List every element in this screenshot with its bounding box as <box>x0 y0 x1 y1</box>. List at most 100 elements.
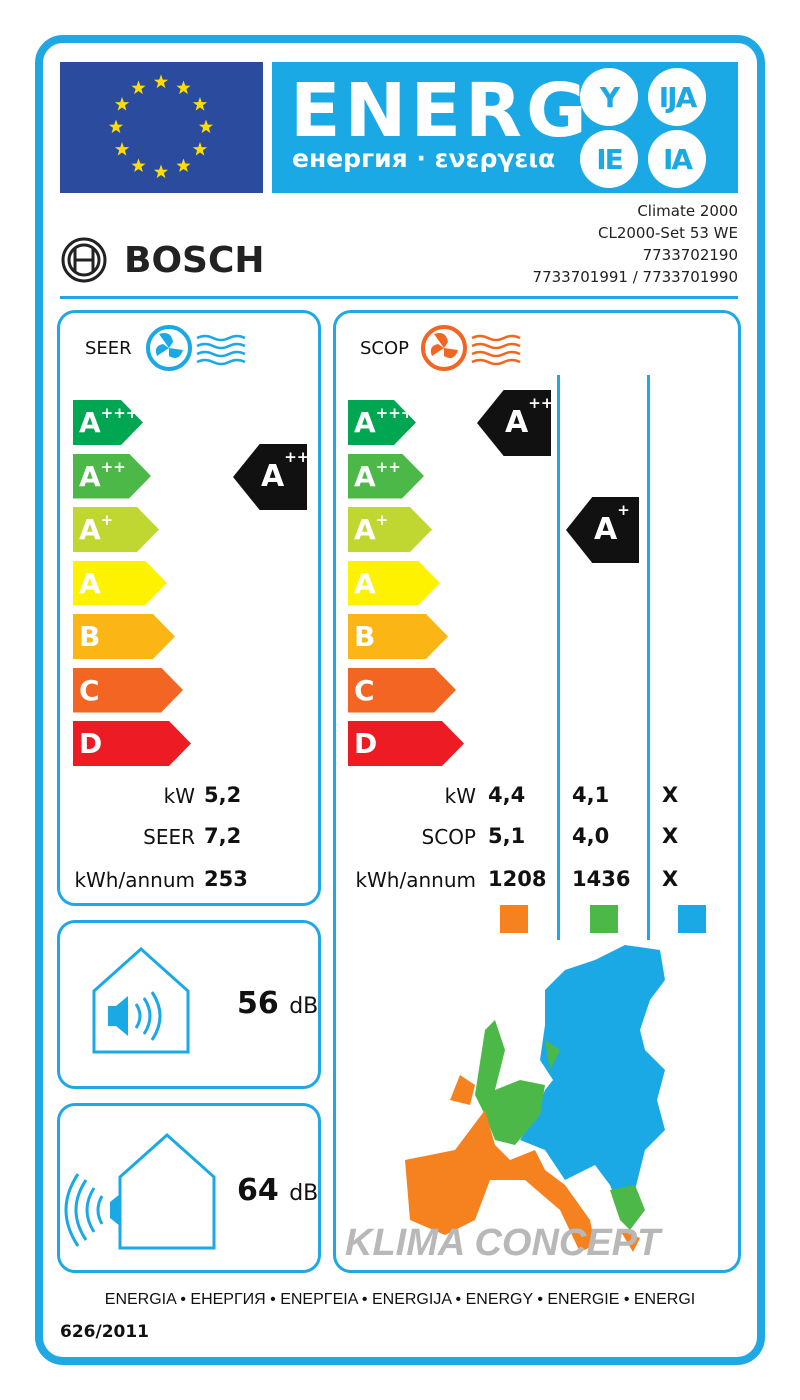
eu-star <box>153 164 169 179</box>
heat-zone-0-value: 5,1 <box>488 824 526 848</box>
energy-word: ENERG <box>290 68 591 154</box>
scale-letter: C <box>79 673 100 707</box>
eu-star <box>198 119 214 134</box>
cool-kw-label: kW <box>163 784 195 808</box>
heat-zone-2-value: X <box>662 824 679 848</box>
scale-plus: + <box>375 511 389 529</box>
scale-letter: A <box>354 459 376 493</box>
outdoor-noise-value: 64 dB <box>237 1173 318 1208</box>
heat-row-label: kWh/annum <box>355 868 476 892</box>
scale-letter: A <box>354 513 376 546</box>
noise-value: 64 <box>237 1173 279 1208</box>
scale-bar-a: A <box>348 560 440 606</box>
map-zone-colder <box>520 945 665 1210</box>
cool-kw-value: 5,2 <box>204 783 242 807</box>
footer-languages: ENERGIA • ЕНЕРГИЯ • ΕΝΕΡΓΕΙΑ • ENERGIJA … <box>104 1291 696 1308</box>
scale-letter: D <box>354 727 378 760</box>
model-code-2: 7733701991 / 7733701990 <box>532 268 738 286</box>
scale-plus: ++ <box>100 457 126 476</box>
scale-bar-c: C <box>73 667 183 713</box>
scale-plus: +++ <box>100 404 139 422</box>
scale-letter: A <box>79 406 101 439</box>
eu-star <box>114 97 130 111</box>
zone-average-swatch <box>590 905 618 933</box>
model-name: Climate 2000 <box>637 202 738 220</box>
model-set: CL2000-Set 53 WE <box>598 224 738 242</box>
indicator-base: A <box>594 512 618 547</box>
heat-row-label: SCOP <box>421 825 476 849</box>
suffix-y: Y <box>580 68 638 126</box>
divider <box>60 296 738 299</box>
eu-star <box>176 80 191 95</box>
scale-letter: A <box>354 566 376 600</box>
zone-divider <box>557 375 560 940</box>
suffix-ia: IA <box>648 130 706 188</box>
suffix-ija: IJA <box>648 68 706 126</box>
scale-letter: A <box>79 459 101 493</box>
scale-letter: A <box>354 406 376 439</box>
seer-title: SEER <box>85 338 132 359</box>
indicator-sup: +++ <box>528 394 566 412</box>
heating-panel <box>333 310 741 1273</box>
heat-zone-1-value: 4,0 <box>572 824 610 848</box>
eu-star <box>176 158 191 172</box>
scale-bar-b: B <box>348 614 448 659</box>
scale-letter: D <box>79 727 103 760</box>
scale-letter: A <box>79 566 101 600</box>
scale-bar-b: B <box>73 614 175 659</box>
heat-zone-0-value: 1208 <box>488 867 547 891</box>
indicator-base: A <box>261 459 285 494</box>
eu-star <box>131 158 146 172</box>
eu-star <box>114 142 130 156</box>
indicator-base: A <box>505 405 529 440</box>
heat-zone-1-value: 1436 <box>572 867 631 891</box>
cool-kwh-value: 253 <box>204 867 248 891</box>
brand-logo: BOSCH <box>60 236 265 284</box>
heat-zone-2-value: X <box>662 783 679 807</box>
scale-bar-d: D <box>348 721 464 766</box>
indoor-noise-panel <box>57 920 321 1089</box>
zone-colder-swatch <box>678 905 706 933</box>
heat-zone-2-value: X <box>662 867 679 891</box>
bosch-armature-icon <box>61 237 107 283</box>
eu-star <box>192 97 208 111</box>
noise-unit: dB <box>289 1181 319 1206</box>
map-zone-average <box>475 1020 645 1230</box>
map-zone-warmer <box>405 1075 640 1252</box>
eu-star <box>192 142 208 156</box>
indicator-sup: ++ <box>284 448 310 466</box>
suffix-ie: IE <box>580 130 638 188</box>
eu-stars-icon <box>108 74 214 179</box>
energy-banner: ENERG енергия · ενεργεια Y IJA IE IA <box>272 62 738 193</box>
scale-bar-c: C <box>348 667 456 713</box>
eu-flag <box>60 62 263 193</box>
indicator-sup: + <box>617 501 630 519</box>
scale-bar-d: D <box>73 721 191 766</box>
scale-letter: C <box>354 673 375 707</box>
indoor-noise-value: 56 dB <box>237 986 318 1021</box>
regulation-number: 626/2011 <box>60 1322 150 1342</box>
cool-kwh-label: kWh/annum <box>74 868 195 892</box>
brand-name: BOSCH <box>124 239 265 281</box>
cool-seer-value: 7,2 <box>204 824 242 848</box>
indoor-unit-sound-icon <box>92 946 190 1054</box>
zone-divider <box>647 375 650 940</box>
fan-cold-icon <box>146 325 246 371</box>
zone-warmer-swatch <box>500 905 528 933</box>
eu-star <box>131 80 146 95</box>
scale-bar-a: A <box>73 560 167 606</box>
model-code-1: 7733702190 <box>642 246 738 264</box>
cooling-panel <box>57 310 321 906</box>
eu-star <box>108 119 124 134</box>
heat-zone-0-value: 4,4 <box>488 783 526 807</box>
eu-star <box>153 74 169 89</box>
cool-seer-label: SEER <box>143 825 195 849</box>
scop-title: SCOP <box>360 338 410 359</box>
scale-plus: + <box>100 511 114 529</box>
label-frame <box>35 35 765 1365</box>
outdoor-noise-panel <box>57 1103 321 1273</box>
watermark: KLIMA CONCEPT <box>345 1222 661 1264</box>
outdoor-unit-sound-icon <box>64 1132 216 1250</box>
scale-plus: ++ <box>375 457 401 476</box>
europe-climate-map <box>405 945 665 1252</box>
